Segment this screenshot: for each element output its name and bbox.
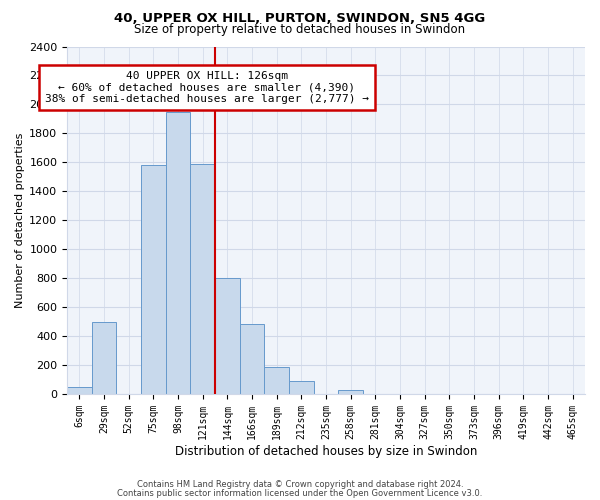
Bar bbox=[67, 386, 92, 394]
Bar bbox=[141, 165, 166, 394]
Bar bbox=[265, 367, 289, 394]
Bar bbox=[166, 112, 190, 394]
Text: 40 UPPER OX HILL: 126sqm
← 60% of detached houses are smaller (4,390)
38% of sem: 40 UPPER OX HILL: 126sqm ← 60% of detach… bbox=[45, 71, 369, 104]
Text: Contains public sector information licensed under the Open Government Licence v3: Contains public sector information licen… bbox=[118, 488, 482, 498]
Bar bbox=[190, 164, 215, 394]
Text: Size of property relative to detached houses in Swindon: Size of property relative to detached ho… bbox=[134, 22, 466, 36]
Bar bbox=[289, 381, 314, 394]
Bar bbox=[240, 324, 265, 394]
Y-axis label: Number of detached properties: Number of detached properties bbox=[15, 132, 25, 308]
Bar bbox=[338, 390, 363, 394]
Text: Contains HM Land Registry data © Crown copyright and database right 2024.: Contains HM Land Registry data © Crown c… bbox=[137, 480, 463, 489]
Text: 40, UPPER OX HILL, PURTON, SWINDON, SN5 4GG: 40, UPPER OX HILL, PURTON, SWINDON, SN5 … bbox=[115, 12, 485, 26]
Bar bbox=[92, 322, 116, 394]
Bar bbox=[215, 278, 240, 394]
X-axis label: Distribution of detached houses by size in Swindon: Distribution of detached houses by size … bbox=[175, 444, 477, 458]
